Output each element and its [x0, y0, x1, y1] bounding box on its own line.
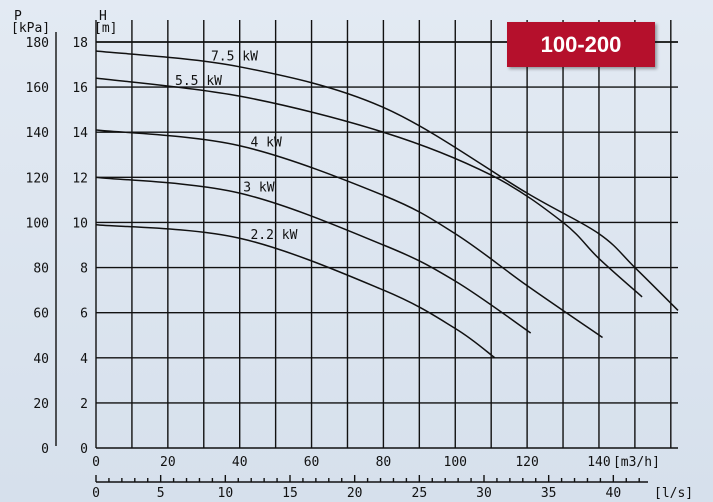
ls-tick-label: 5: [157, 486, 165, 501]
m3h-tick-label: 20: [160, 455, 176, 470]
m3h-tick-label: 120: [515, 455, 538, 470]
p-tick-label: 0: [41, 442, 49, 457]
h-axis-unit: [m]: [94, 21, 117, 36]
m3h-tick-label: 80: [376, 455, 392, 470]
ls-tick-label: 30: [476, 486, 492, 501]
h-tick-label: 6: [80, 307, 88, 322]
m3h-unit-label: [m3/h]: [613, 455, 660, 470]
ls-tick-label: 15: [282, 486, 298, 501]
ls-tick-label: 25: [412, 486, 428, 501]
series-label: 4 kW: [250, 135, 281, 150]
ls-tick-label: 0: [92, 486, 100, 501]
p-tick-label: 100: [26, 216, 49, 231]
h-tick-label: 14: [72, 126, 88, 141]
p-tick-label: 40: [33, 352, 49, 367]
p-tick-label: 160: [26, 81, 49, 96]
model-badge: 100-200: [507, 22, 655, 67]
h-tick-label: 0: [80, 442, 88, 457]
p-tick-label: 80: [33, 262, 49, 277]
h-tick-label: 2: [80, 397, 88, 412]
h-tick-label: 10: [72, 216, 88, 231]
h-tick-label: 18: [72, 36, 88, 51]
h-tick-label: 4: [80, 352, 88, 367]
ls-tick-label: 35: [541, 486, 557, 501]
p-tick-label: 20: [33, 397, 49, 412]
p-tick-label: 120: [26, 171, 49, 186]
m3h-tick-label: 60: [304, 455, 320, 470]
m3h-tick-label: 100: [444, 455, 467, 470]
pump-curve-line: [95, 77, 643, 298]
h-tick-label: 16: [72, 81, 88, 96]
p-tick-label: 60: [33, 307, 49, 322]
series-label: 5.5 kW: [175, 74, 222, 89]
p-axis-label: P: [14, 9, 22, 24]
m3h-tick-label: 40: [232, 455, 248, 470]
p-tick-label: 180: [26, 36, 49, 51]
ls-tick-label: 10: [218, 486, 234, 501]
ls-tick-label: 40: [606, 486, 622, 501]
p-tick-label: 140: [26, 126, 49, 141]
h-tick-label: 8: [80, 262, 88, 277]
pump-curve-line: [95, 50, 679, 311]
series-label: 3 kW: [243, 180, 274, 195]
h-axis-label: H: [99, 9, 107, 24]
pump-curve-line: [95, 223, 496, 359]
pump-curve-line: [95, 129, 603, 339]
pump-curve-line: [95, 176, 532, 334]
p-axis-unit: [kPa]: [11, 21, 50, 36]
h-tick-label: 12: [72, 171, 88, 186]
m3h-tick-label: 0: [92, 455, 100, 470]
ls-tick-label: 20: [347, 486, 363, 501]
series-label: 7.5 kW: [211, 50, 258, 65]
series-label: 2.2 kW: [250, 228, 297, 243]
ls-unit-label: [l/s]: [654, 486, 693, 501]
m3h-tick-label: 140: [587, 455, 610, 470]
